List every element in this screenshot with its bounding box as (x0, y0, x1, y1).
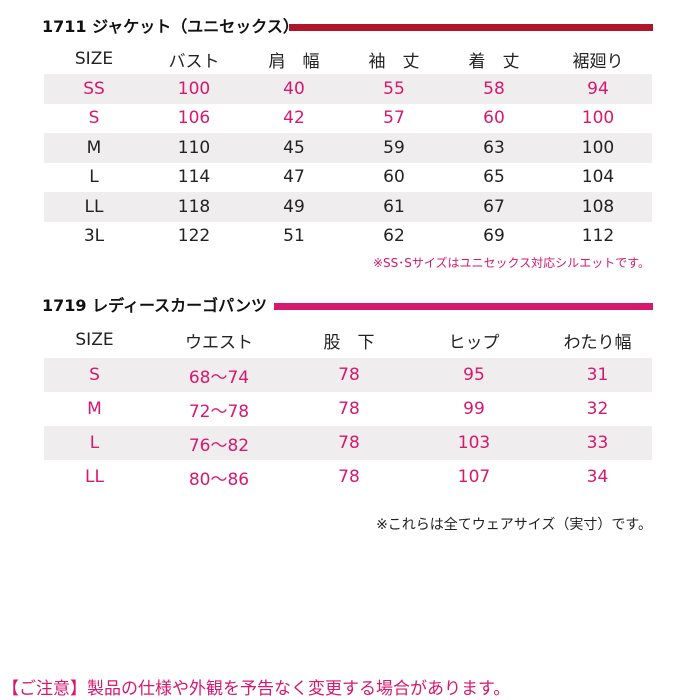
table-cell: 34 (586, 467, 609, 487)
table-cell: 100 (144, 74, 244, 104)
table-cell: L (89, 167, 99, 188)
table-cell: 112 (581, 226, 615, 247)
pants-size-table: SIZE ウエスト 股 下 ヒップ わたり幅 S 68〜74 78 95 31 … (44, 322, 652, 494)
table-cell: 99 (463, 399, 485, 419)
table-cell: 95 (405, 358, 543, 392)
table-cell: 49 (244, 192, 344, 222)
table-cell: 122 (177, 226, 211, 247)
table-cell: 40 (244, 74, 344, 104)
table-cell: 108 (544, 192, 652, 222)
col-header: ウエスト (185, 332, 253, 353)
table-cell: M (87, 399, 102, 419)
col-header: 着 丈 (468, 51, 520, 72)
table-cell: 51 (283, 226, 305, 247)
table-cell: 69 (483, 226, 505, 247)
col-header: バスト (168, 51, 220, 72)
table-cell: 3L (83, 226, 105, 247)
table-cell: 61 (344, 192, 444, 222)
table-cell: 80〜86 (188, 469, 250, 490)
table-row: 3L 122 51 62 69 112 (44, 222, 652, 252)
table-row: L 114 47 60 65 104 (44, 163, 652, 193)
table-cell: 78 (293, 426, 405, 460)
table-cell: LL (44, 192, 144, 222)
table-cell: 45 (244, 133, 344, 163)
pants-title: 1719 レディースカーゴパンツ (42, 296, 267, 315)
jacket-header-row: SIZE バスト 肩 幅 袖 丈 着 丈 裾廻り (44, 44, 652, 74)
table-cell: L (44, 426, 145, 460)
table-cell: LL (85, 467, 104, 487)
table-cell: 60 (383, 167, 405, 188)
table-cell: 103 (405, 426, 543, 460)
col-header: SIZE (74, 49, 114, 69)
table-cell: S (44, 358, 145, 392)
pants-title-bar (274, 303, 653, 310)
table-cell: 78 (338, 467, 360, 487)
table-row: L 76〜82 78 103 33 (44, 426, 652, 460)
table-cell: 47 (283, 167, 305, 188)
table-cell: 59 (344, 133, 444, 163)
table-cell: 68〜74 (145, 358, 293, 392)
table-cell: 106 (177, 108, 211, 129)
table-row: SS 100 40 55 58 94 (44, 74, 652, 104)
table-cell: 118 (144, 192, 244, 222)
table-cell: 42 (283, 108, 305, 129)
table-cell: 76〜82 (145, 426, 293, 460)
col-header: ヒップ (448, 332, 500, 353)
table-cell: 57 (383, 108, 405, 129)
pants-header-row: SIZE ウエスト 股 下 ヒップ わたり幅 (44, 322, 652, 358)
table-cell: 100 (544, 133, 652, 163)
table-cell: 32 (586, 399, 609, 419)
table-cell: 63 (444, 133, 544, 163)
col-header: 肩 幅 (268, 51, 320, 72)
jacket-title-bar (289, 24, 653, 31)
table-row: S 68〜74 78 95 31 (44, 358, 652, 392)
table-cell: 94 (544, 74, 652, 104)
table-cell: 31 (543, 358, 652, 392)
jacket-title: 1711 ジャケット（ユニセックス） (42, 17, 299, 36)
col-header: わたり幅 (563, 332, 632, 353)
table-cell: 114 (177, 167, 211, 188)
table-cell: 65 (483, 167, 505, 188)
table-cell: 78 (338, 399, 360, 419)
table-cell: 33 (543, 426, 652, 460)
pants-note: ※これらは全てウェアサイズ（実寸）です。 (376, 517, 652, 533)
table-cell: 78 (293, 358, 405, 392)
col-header: 裾廻り (572, 51, 624, 72)
table-row: LL 80〜86 78 107 34 (44, 460, 652, 494)
col-header: 股 下 (323, 332, 375, 353)
table-cell: 110 (144, 133, 244, 163)
table-cell: 58 (444, 74, 544, 104)
table-cell: M (44, 133, 144, 163)
table-cell: 100 (581, 108, 615, 129)
table-cell: S (88, 108, 100, 129)
col-header: SIZE (75, 330, 114, 350)
table-cell: 72〜78 (188, 401, 250, 422)
table-row: S 106 42 57 60 100 (44, 104, 652, 134)
table-row: M 110 45 59 63 100 (44, 133, 652, 163)
table-cell: 55 (344, 74, 444, 104)
table-row: LL 118 49 61 67 108 (44, 192, 652, 222)
table-cell: 104 (581, 167, 615, 188)
jacket-note: ※SS･Sサイズはユニセックス対応シルエットです。 (373, 256, 650, 270)
caution-notice: 【ご注意】製品の仕様や外観を予告なく変更する場合があります。 (2, 679, 511, 699)
table-cell: SS (44, 74, 144, 104)
table-cell: 67 (444, 192, 544, 222)
table-cell: 107 (457, 467, 491, 487)
col-header: 袖 丈 (368, 51, 420, 72)
table-row: M 72〜78 78 99 32 (44, 392, 652, 426)
jacket-size-table: SIZE バスト 肩 幅 袖 丈 着 丈 裾廻り SS 100 40 55 58… (44, 44, 652, 251)
table-cell: 62 (383, 226, 405, 247)
table-cell: 60 (483, 108, 505, 129)
